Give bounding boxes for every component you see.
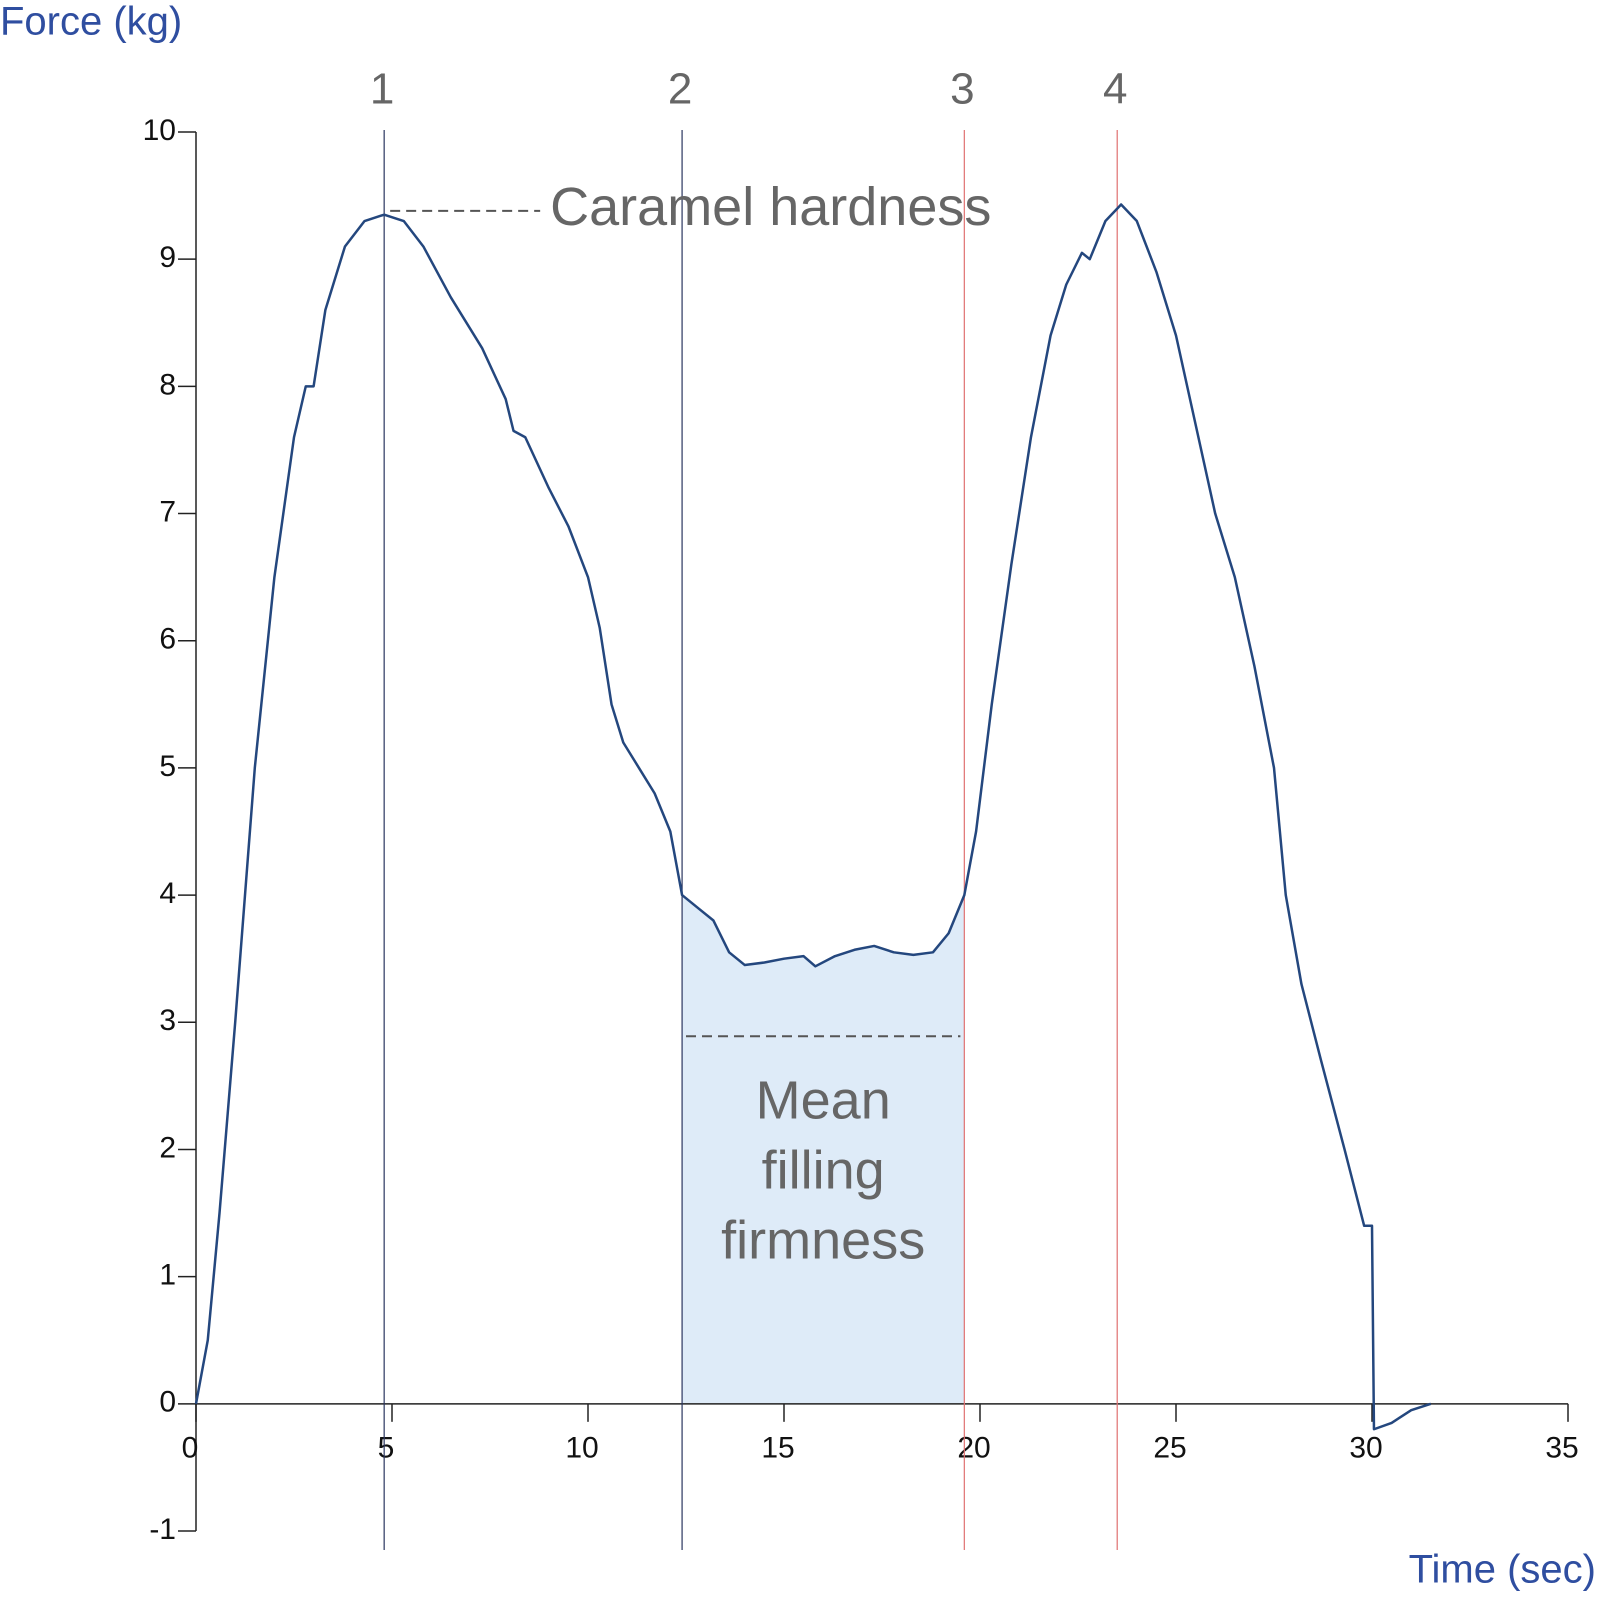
shaded-region: [682, 895, 965, 1404]
x-tick-label: 20: [957, 1432, 990, 1465]
x-tick-label: 35: [1545, 1432, 1578, 1465]
marker-label: 1: [370, 65, 394, 114]
y-tick-label: 6: [159, 623, 176, 656]
y-tick-label: 2: [159, 1131, 176, 1164]
x-tick-label: 30: [1349, 1432, 1382, 1465]
x-tick-label: 15: [761, 1432, 794, 1465]
marker-label: 2: [668, 65, 692, 114]
x-tick-label: 10: [565, 1432, 598, 1465]
marker-label: 3: [950, 65, 974, 114]
x-tick-label: 25: [1153, 1432, 1186, 1465]
y-tick-label: 10: [143, 114, 176, 147]
annotation-text: Caramel hardness: [550, 177, 991, 237]
x-tick-label: 5: [378, 1432, 395, 1465]
y-tick-label: 7: [159, 495, 176, 528]
y-axis-label: Force (kg): [0, 0, 182, 44]
x-tick-label: 0: [182, 1432, 199, 1465]
annotation-text: filling: [762, 1141, 885, 1201]
y-tick-label: 4: [159, 877, 176, 910]
y-tick-label: 3: [159, 1004, 176, 1037]
y-tick-label: 9: [159, 241, 176, 274]
y-tick-label: 8: [159, 368, 176, 401]
annotation-text: Mean: [756, 1071, 891, 1131]
marker-label: 4: [1103, 65, 1127, 114]
x-axis-label: Time (sec): [1409, 1548, 1596, 1592]
y-tick-label: 0: [159, 1386, 176, 1419]
y-tick-label: 1: [159, 1259, 176, 1292]
annotation-text: firmness: [721, 1211, 925, 1271]
data-line: [194, 203, 1432, 1431]
y-tick-label: 5: [159, 750, 176, 783]
y-tick-label: -1: [149, 1513, 176, 1546]
